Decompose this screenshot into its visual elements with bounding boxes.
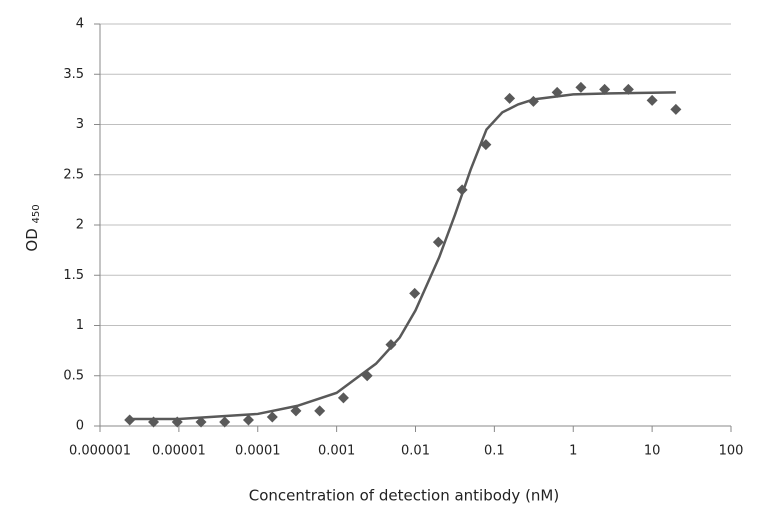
data-point: [266, 411, 278, 423]
y-tick-label: 3.5: [63, 67, 84, 82]
x-tick-label: 1: [569, 444, 577, 459]
data-point: [242, 414, 254, 426]
y-tick-label: 2: [76, 218, 84, 233]
x-tick-label: 0.001: [318, 444, 355, 459]
fit-curve: [128, 91, 676, 421]
x-axis-title: Concentration of detection antibody (nM): [249, 487, 559, 505]
data-point: [670, 103, 682, 115]
y-axis-title: OD 450: [23, 204, 43, 251]
y-axis-title-main: OD: [23, 228, 41, 251]
data-point: [504, 92, 516, 104]
x-tick-label: 10: [644, 444, 661, 459]
data-point: [314, 405, 326, 417]
y-tick-label: 0: [76, 419, 84, 434]
y-tick-label: 0.5: [63, 368, 84, 383]
data-point: [646, 94, 658, 106]
data-point: [195, 416, 207, 428]
x-tick-label: 0.01: [401, 444, 430, 459]
data-point: [599, 83, 611, 95]
data-point: [480, 139, 492, 151]
data-point: [432, 236, 444, 248]
y-tick-label: 1.5: [63, 268, 84, 283]
data-point: [409, 287, 421, 299]
x-tick-label: 100: [719, 444, 744, 459]
data-point: [385, 339, 397, 351]
data-point: [219, 416, 231, 428]
y-tick-label: 4: [76, 17, 84, 32]
y-tick-label: 1: [76, 318, 84, 333]
data-point: [290, 405, 302, 417]
y-axis-title-sub: 450: [31, 204, 42, 223]
data-point: [575, 81, 587, 93]
y-tick-label: 3: [76, 117, 84, 132]
x-tick-label: 0.1: [484, 444, 505, 459]
y-tick-label: 2.5: [63, 167, 84, 182]
x-tick-label: 0.0001: [235, 444, 281, 459]
x-tick-label: 0.00001: [152, 444, 206, 459]
data-point: [337, 392, 349, 404]
x-tick-label: 0.000001: [69, 444, 131, 459]
